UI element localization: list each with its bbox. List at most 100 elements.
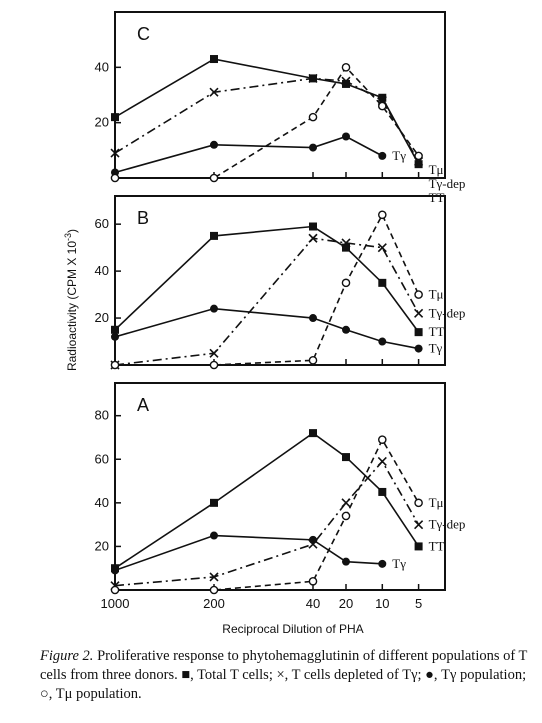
data-point-square <box>414 160 423 169</box>
series-line-Tγ <box>114 135 383 174</box>
x-axis-label: Reciprocal Dilution of PHA <box>222 622 363 636</box>
series-line-Tγ-dep <box>114 460 420 587</box>
data-point-open-circle <box>308 112 318 122</box>
data-point-filled-circle <box>342 557 350 566</box>
data-point-open-circle <box>377 101 387 111</box>
data-point-square <box>210 55 218 64</box>
data-point-filled-circle <box>210 140 218 149</box>
data-point-filled-circle <box>378 337 387 346</box>
series-label: Tγ-dep <box>429 176 466 191</box>
data-point-filled-circle <box>378 559 387 568</box>
data-point-open-circle <box>414 498 423 508</box>
series-line-Tμ <box>115 66 420 179</box>
data-point-x <box>414 308 424 318</box>
data-point-filled-circle <box>342 132 350 141</box>
series-label: Tμ <box>429 162 444 177</box>
y-tick-label: 40 <box>95 59 109 74</box>
data-point-filled-circle <box>414 344 423 353</box>
data-point-open-circle <box>377 210 387 220</box>
y-tick-label: 20 <box>95 538 109 553</box>
series-label: Tγ-dep <box>429 305 466 320</box>
y-tick-label: 40 <box>95 495 109 510</box>
data-point-filled-circle <box>309 314 317 323</box>
caption-label: Figure 2. <box>40 648 94 664</box>
series-label: Tγ <box>392 556 406 571</box>
series-line-Tμ <box>115 437 420 591</box>
data-point-square <box>111 325 119 334</box>
data-point-square <box>378 278 387 287</box>
data-point-open-circle <box>341 278 351 288</box>
x-tick-label: 10 <box>375 596 389 611</box>
figure-2-chart: C2040TTTγ-depTγTμB204060TTTγ-depTγTμA204… <box>63 11 466 636</box>
series-label: Tγ <box>392 148 406 163</box>
panel-frame <box>114 195 446 366</box>
data-point-x <box>308 73 318 83</box>
series-line-TT <box>114 432 420 569</box>
data-point-square <box>378 487 387 496</box>
data-point-x <box>209 572 219 582</box>
data-point-open-circle <box>308 576 318 586</box>
data-point-open-circle <box>414 151 423 161</box>
data-point-open-circle <box>341 511 351 521</box>
y-axis-label: Radioactivity (CPM X 10-3) <box>63 229 79 371</box>
data-point-filled-circle <box>309 535 317 544</box>
panel-b: B 20 40 60 TT Tγ-dep Tγ Tμ <box>95 195 466 370</box>
data-point-square <box>414 542 423 551</box>
panel-frame <box>114 11 446 179</box>
data-point-square <box>210 231 218 240</box>
data-point-x <box>377 243 387 253</box>
panel-frame <box>114 382 446 591</box>
y-tick-label: 20 <box>95 310 109 325</box>
data-point-square <box>111 113 119 122</box>
x-tick-label: 5 <box>415 596 422 611</box>
data-point-open-circle <box>308 356 318 365</box>
data-point-square <box>342 243 350 252</box>
data-point-square <box>342 453 350 462</box>
y-tick-label: 60 <box>95 216 109 231</box>
x-tick-label: 200 <box>203 596 225 611</box>
series-line-Tγ-dep <box>114 237 420 366</box>
data-point-square <box>378 93 387 102</box>
data-point-x <box>341 238 351 248</box>
data-point-filled-circle <box>342 325 350 334</box>
series-label: Tμ <box>429 287 444 302</box>
x-tick-label: 20 <box>339 596 353 611</box>
series-label: TT <box>429 324 445 339</box>
series-label: Tμ <box>429 495 444 510</box>
data-point-x <box>209 348 219 358</box>
data-point-open-circle <box>209 585 219 595</box>
data-point-filled-circle <box>210 304 218 313</box>
data-point-filled-circle <box>309 143 317 152</box>
data-point-open-circle <box>110 173 120 183</box>
data-point-open-circle <box>341 63 351 72</box>
data-point-open-circle <box>209 173 219 183</box>
data-point-x <box>341 498 351 508</box>
caption-text: Proliferative response to phytohemagglut… <box>40 648 528 702</box>
y-tick-label: 80 <box>95 408 109 423</box>
series-label: Tγ-dep <box>429 517 466 532</box>
series-line-TT <box>114 58 420 165</box>
panel-a: A 20 40 60 80 1000 200 40 20 10 5 TT Tγ-dep Tγ Tμ <box>95 382 466 611</box>
data-point-square <box>309 429 317 438</box>
data-point-x <box>308 233 318 243</box>
x-tick-label: 1000 <box>101 596 130 611</box>
y-tick-label: 60 <box>95 451 109 466</box>
series-line-Tγ-dep <box>114 77 420 162</box>
series-line-Tμ <box>115 212 420 366</box>
data-point-filled-circle <box>378 151 387 160</box>
data-point-x <box>414 520 424 530</box>
data-point-x <box>377 456 387 467</box>
data-point-filled-circle <box>111 332 119 341</box>
series-line-Tγ <box>114 307 419 350</box>
data-point-x <box>341 76 351 86</box>
data-point-open-circle <box>377 435 387 444</box>
data-point-open-circle <box>414 290 423 299</box>
data-point-filled-circle <box>111 566 119 575</box>
series-label: Tγ <box>429 341 443 356</box>
series-label: TT <box>429 190 445 205</box>
data-point-x <box>209 87 219 97</box>
y-tick-label: 40 <box>95 263 109 278</box>
data-point-x <box>110 148 120 158</box>
data-point-open-circle <box>110 360 120 370</box>
